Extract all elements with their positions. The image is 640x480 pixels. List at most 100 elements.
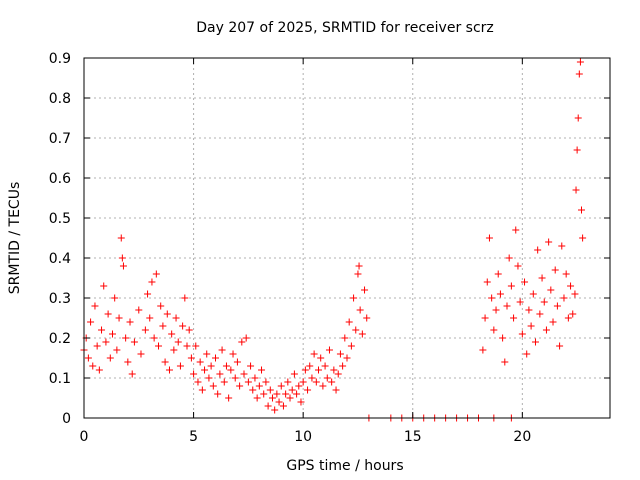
data-point: [334, 370, 342, 378]
data-point: [293, 390, 301, 398]
data-point: [361, 286, 369, 294]
data-point: [308, 374, 316, 382]
data-point: [503, 302, 511, 310]
data-point: [247, 362, 255, 370]
data-point: [113, 346, 121, 354]
chart-title: Day 207 of 2025, SRMTID for receiver scr…: [196, 20, 494, 36]
data-point: [229, 350, 237, 358]
data-point: [231, 374, 239, 382]
y-tick-label: 0: [62, 411, 71, 427]
grid-lines: [84, 58, 610, 418]
data-point: [512, 226, 520, 234]
y-tick-label: 0.6: [49, 171, 71, 187]
data-point: [301, 366, 309, 374]
data-point: [93, 342, 101, 350]
data-point: [227, 366, 235, 374]
data-point: [111, 294, 119, 302]
data-point: [244, 378, 252, 386]
data-point: [315, 366, 323, 374]
data-point: [336, 350, 344, 358]
data-point: [304, 386, 312, 394]
data-point: [579, 234, 587, 242]
data-point: [527, 322, 535, 330]
data-point: [505, 254, 513, 262]
y-tick-label: 0.2: [49, 331, 71, 347]
data-point: [492, 306, 500, 314]
data-point: [277, 382, 285, 390]
data-point: [510, 314, 518, 322]
data-point: [198, 386, 206, 394]
data-point: [358, 330, 366, 338]
x-tick-label: 20: [513, 429, 531, 445]
data-point: [233, 358, 241, 366]
data-point: [481, 314, 489, 322]
data-point: [91, 302, 99, 310]
data-point: [163, 310, 171, 318]
data-point: [155, 342, 163, 350]
data-point: [310, 350, 318, 358]
data-point: [172, 314, 180, 322]
x-tick-label: 5: [189, 429, 198, 445]
data-point: [328, 378, 336, 386]
data-point: [521, 278, 529, 286]
data-point: [573, 146, 581, 154]
data-point: [242, 334, 250, 342]
data-point: [332, 386, 340, 394]
data-point: [516, 298, 524, 306]
data-point: [571, 290, 579, 298]
x-tick-label: 0: [80, 429, 89, 445]
data-point: [260, 390, 268, 398]
y-tick-label: 0.8: [49, 91, 71, 107]
data-point: [203, 350, 211, 358]
axis-ticks: [83, 57, 610, 419]
data-point: [201, 366, 209, 374]
data-point: [196, 358, 204, 366]
data-point: [540, 298, 548, 306]
data-point: [236, 382, 244, 390]
data-point: [483, 278, 491, 286]
data-point: [355, 262, 363, 270]
data-point: [192, 342, 200, 350]
data-point: [218, 346, 226, 354]
data-point: [518, 330, 526, 338]
data-point: [95, 366, 103, 374]
data-point: [159, 322, 167, 330]
data-point: [553, 302, 561, 310]
data-point: [137, 350, 145, 358]
data-point: [578, 206, 586, 214]
data-point: [144, 290, 152, 298]
data-point: [286, 394, 294, 402]
x-tick-label: 10: [294, 429, 312, 445]
data-point: [312, 378, 320, 386]
data-point: [354, 270, 362, 278]
data-point: [306, 362, 314, 370]
data-point: [352, 326, 360, 334]
y-tick-label: 0.1: [49, 371, 71, 387]
data-point: [321, 362, 329, 370]
data-point: [220, 378, 228, 386]
data-point: [222, 362, 230, 370]
y-axis-label: SRMTID / TECUs: [7, 182, 23, 295]
y-tick-label: 0.5: [49, 211, 71, 227]
data-point: [514, 262, 522, 270]
data-point: [339, 362, 347, 370]
data-point: [174, 338, 182, 346]
data-point: [146, 314, 154, 322]
data-point: [330, 366, 338, 374]
data-point: [106, 354, 114, 362]
data-point: [542, 326, 550, 334]
plot-frame: [83, 57, 611, 419]
data-point: [499, 334, 507, 342]
data-point: [161, 358, 169, 366]
data-point: [279, 402, 287, 410]
data-point: [258, 366, 266, 374]
data-point: [564, 314, 572, 322]
y-tick-label: 0.3: [49, 291, 71, 307]
data-point: [347, 342, 355, 350]
data-point: [225, 394, 233, 402]
data-point: [562, 270, 570, 278]
data-point: [523, 350, 531, 358]
data-point: [567, 282, 575, 290]
x-tick-label: 15: [404, 429, 422, 445]
data-point: [343, 354, 351, 362]
